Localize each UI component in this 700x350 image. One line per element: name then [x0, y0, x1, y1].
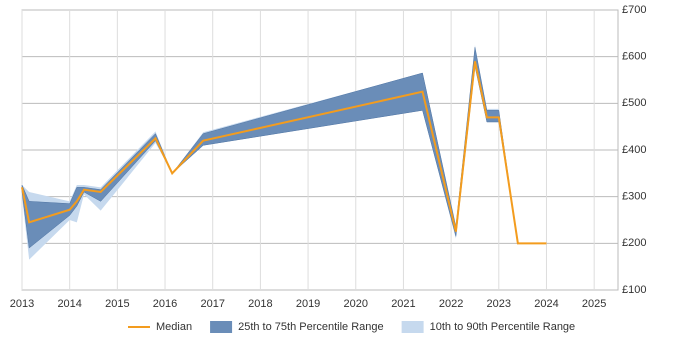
x-tick-label: 2015 — [105, 298, 129, 310]
y-tick-label: £500 — [622, 97, 646, 109]
y-tick-label: £200 — [622, 237, 646, 249]
x-tick-label: 2021 — [391, 298, 415, 310]
y-tick-label: £100 — [622, 284, 646, 296]
x-tick-label: 2022 — [439, 298, 463, 310]
x-tick-label: 2014 — [57, 298, 81, 310]
x-tick-label: 2024 — [534, 298, 558, 310]
x-tick-label: 2016 — [153, 298, 177, 310]
x-tick-label: 2019 — [296, 298, 320, 310]
x-tick-label: 2020 — [344, 298, 368, 310]
y-tick-label: £300 — [622, 191, 646, 203]
y-tick-label: £700 — [622, 4, 646, 16]
x-tick-label: 2023 — [487, 298, 511, 310]
x-tick-label: 2025 — [582, 298, 606, 310]
legend-label: 10th to 90th Percentile Range — [430, 321, 576, 333]
legend-label: 25th to 75th Percentile Range — [238, 321, 384, 333]
x-tick-label: 2018 — [248, 298, 272, 310]
x-tick-label: 2017 — [200, 298, 224, 310]
y-tick-label: £600 — [622, 51, 646, 63]
legend-swatch — [401, 321, 424, 333]
x-tick-label: 2013 — [10, 298, 34, 310]
legend-label: Median — [156, 321, 192, 333]
legend-swatch — [210, 321, 233, 333]
median-line — [21, 61, 547, 245]
y-tick-label: £400 — [622, 144, 646, 156]
